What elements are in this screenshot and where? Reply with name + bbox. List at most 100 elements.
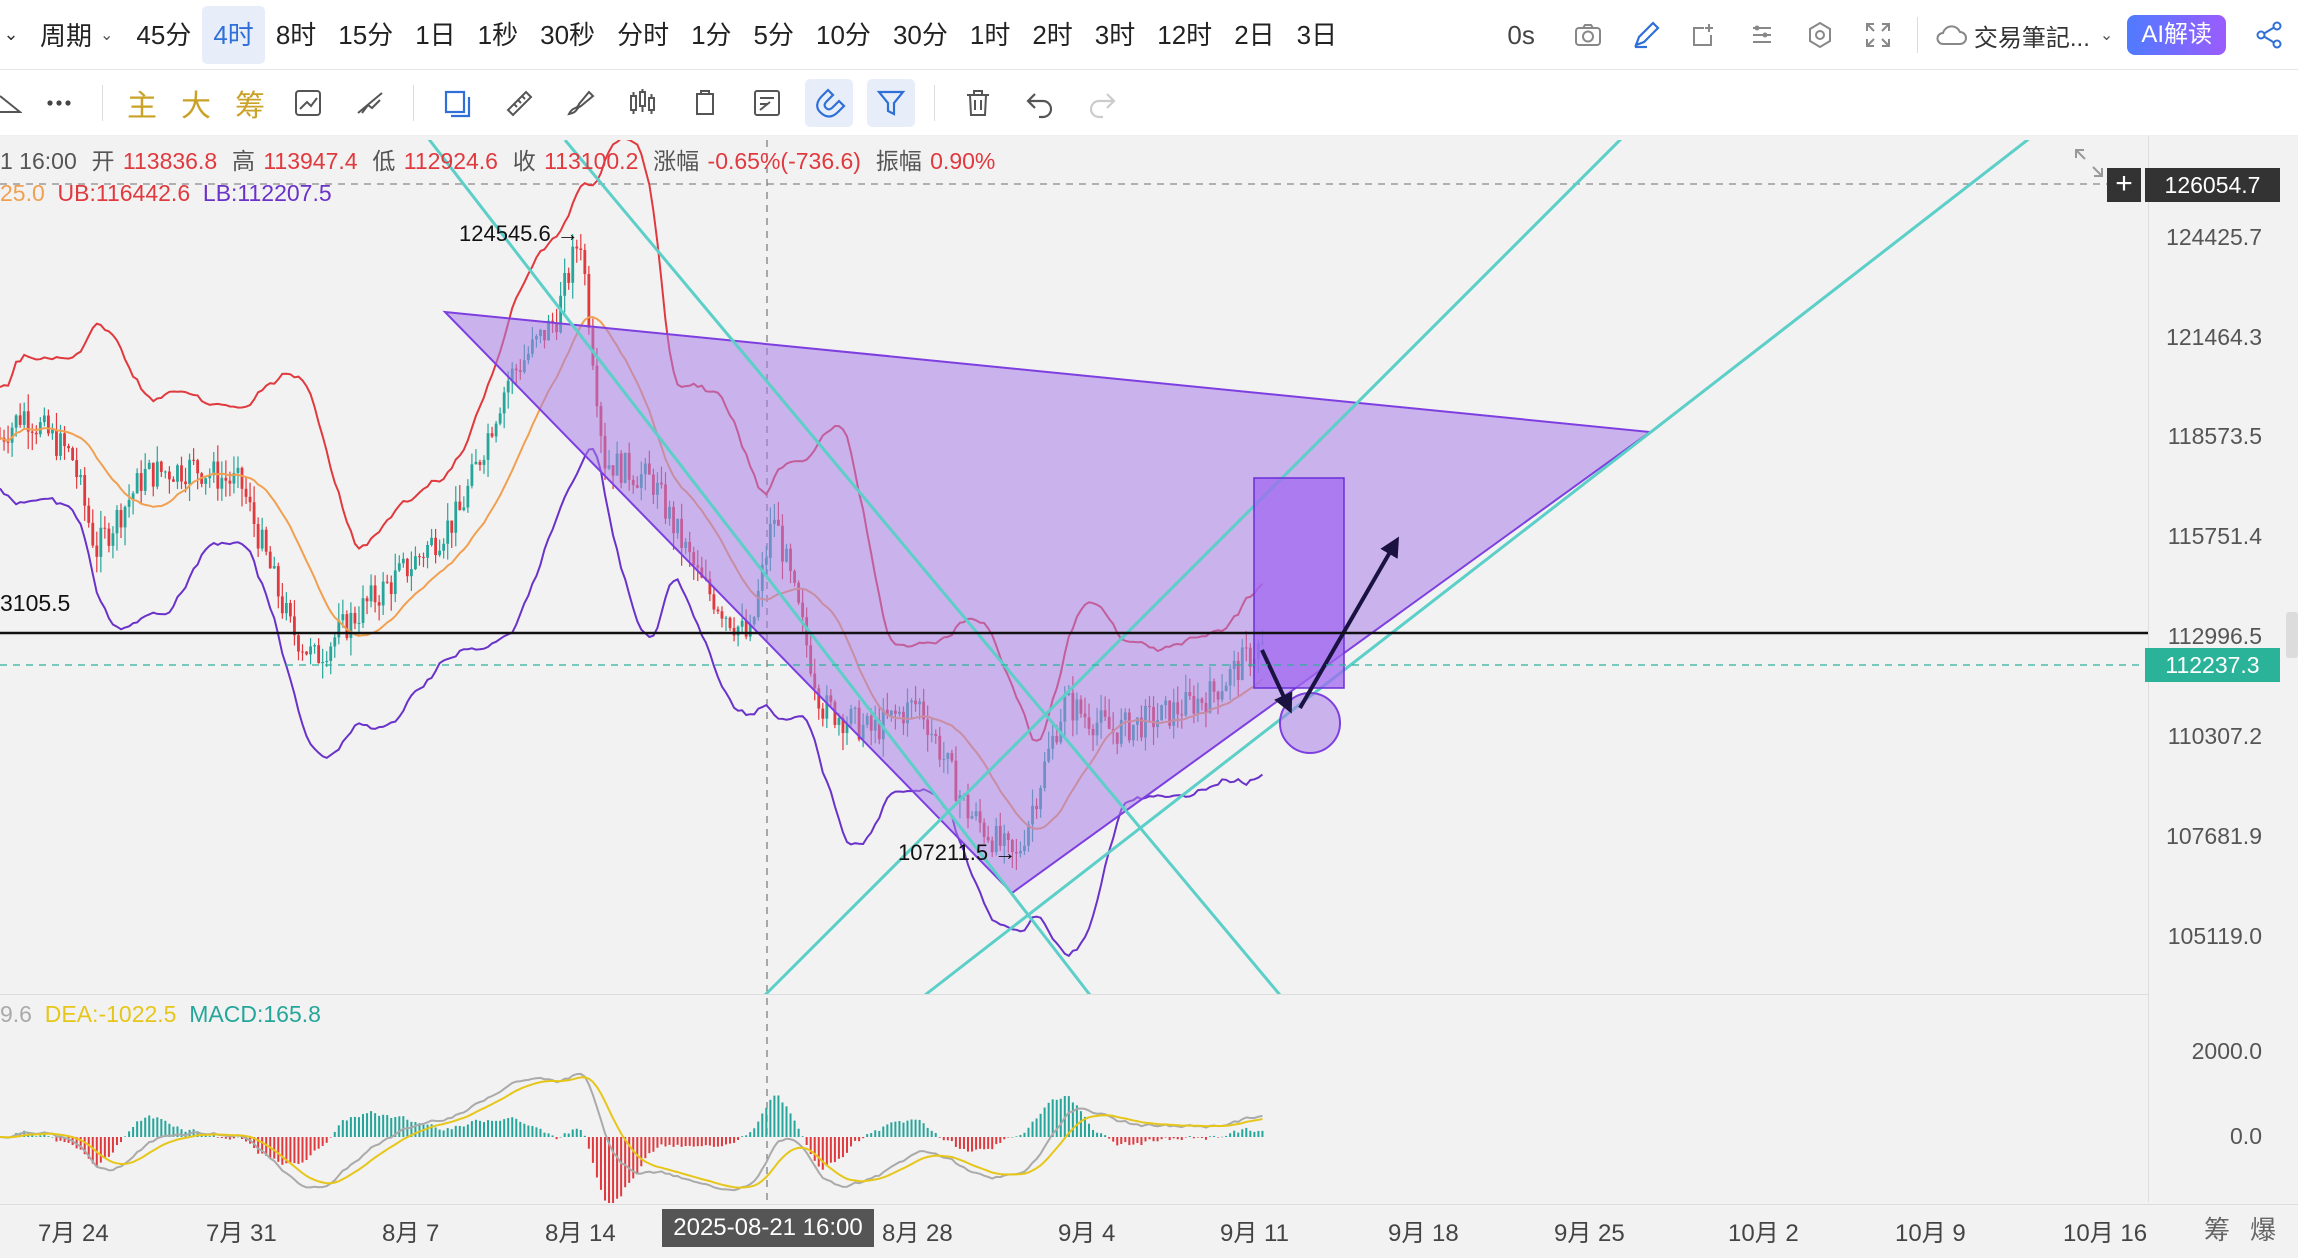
macd-histogram-bar xyxy=(660,1137,663,1145)
candle-body xyxy=(135,473,139,494)
period-tab-0[interactable]: 45分 xyxy=(136,19,192,50)
channel-line-up-2[interactable] xyxy=(924,138,2030,995)
period-tab-11[interactable]: 30分 xyxy=(892,19,948,50)
macd-histogram-bar xyxy=(1200,1137,1203,1138)
channel-line-down-2[interactable] xyxy=(563,140,1282,995)
period-tab-16[interactable]: 2日 xyxy=(1234,19,1275,50)
candle-body xyxy=(176,465,179,482)
period-tab-10[interactable]: 10分 xyxy=(816,19,871,50)
main-indicator-button[interactable]: 主 xyxy=(127,89,157,123)
chip-button[interactable]: 筹 xyxy=(235,89,265,123)
add-window-icon[interactable] xyxy=(1687,18,1721,52)
macd-histogram-bar xyxy=(769,1099,772,1137)
period-tab-7[interactable]: 分时 xyxy=(617,19,670,50)
macd-histogram-bar xyxy=(394,1117,397,1137)
down-arrow-drawing[interactable] xyxy=(1260,649,1293,714)
share-icon[interactable] xyxy=(2252,18,2286,52)
up-arrow-drawing[interactable] xyxy=(1298,536,1400,710)
macd-histogram-bar xyxy=(345,1120,348,1137)
auto-trend-icon[interactable] xyxy=(284,79,332,127)
period-menu-button[interactable]: 周期 ⌄ xyxy=(22,0,125,70)
period-tab-5[interactable]: 1秒 xyxy=(477,19,519,50)
copy-layer-icon[interactable] xyxy=(433,79,481,127)
date-tick-label: 9月 4 xyxy=(1058,1220,1116,1247)
period-tab-9[interactable]: 5分 xyxy=(753,19,795,50)
period-tab-15[interactable]: 12时 xyxy=(1157,19,1213,50)
undo-icon[interactable] xyxy=(1016,79,1064,127)
macd-histogram-bar xyxy=(1253,1131,1256,1137)
trade-notes-button[interactable]: 交易筆記... ⌄ xyxy=(1934,18,2113,53)
macd-histogram-bar xyxy=(1059,1098,1062,1137)
macd-histogram-bar xyxy=(640,1137,643,1167)
candle-body xyxy=(579,248,583,251)
camera-icon[interactable] xyxy=(1571,18,1605,52)
period-tab-13[interactable]: 2时 xyxy=(1032,19,1073,50)
candle-style-icon[interactable] xyxy=(619,79,667,127)
candle-body xyxy=(252,502,256,524)
candle-body xyxy=(147,462,151,469)
panel-resize-handle[interactable] xyxy=(2286,612,2298,658)
ruler-icon[interactable] xyxy=(495,79,543,127)
fullscreen-icon[interactable] xyxy=(1861,18,1895,52)
macd-histogram-bar xyxy=(991,1137,994,1150)
candle-body xyxy=(377,602,381,606)
candle-body xyxy=(559,295,563,333)
macd-histogram-bar xyxy=(462,1126,465,1137)
candle-body xyxy=(103,527,107,529)
target-circle-drawing[interactable] xyxy=(1279,692,1341,754)
macd-histogram-bar xyxy=(1249,1130,1252,1137)
burst-corner-label[interactable]: 爆 xyxy=(2250,1215,2277,1245)
macd-info: 9.6 DEA:-1022.5 MACD:165.8 xyxy=(0,1001,321,1031)
macd-histogram-bar xyxy=(946,1137,949,1141)
macd-histogram-bar xyxy=(821,1137,824,1170)
redo-icon[interactable] xyxy=(1078,79,1126,127)
period-tab-8[interactable]: 1分 xyxy=(691,19,732,50)
triangle-drawing[interactable] xyxy=(442,310,1653,895)
chip-corner-label[interactable]: 筹 xyxy=(2204,1215,2231,1245)
pen-icon[interactable] xyxy=(1629,18,1663,52)
crosshair-date-label: 2025-08-21 16:00 xyxy=(662,1209,874,1247)
price-tick-label: 124425.7 xyxy=(2166,224,2262,250)
list-settings-icon[interactable] xyxy=(1745,18,1779,52)
period-tab-1[interactable]: 4时 xyxy=(202,5,265,64)
brush-icon[interactable] xyxy=(557,79,605,127)
macd-histogram-bar xyxy=(926,1127,929,1137)
channel-line-up-1[interactable] xyxy=(763,138,1623,995)
period-tab-6[interactable]: 30秒 xyxy=(540,19,596,50)
ai-interpret-button[interactable]: AI解读 xyxy=(2127,15,2226,55)
more-icon[interactable] xyxy=(35,79,83,127)
trash-icon[interactable] xyxy=(954,79,1002,127)
period-tab-2[interactable]: 8时 xyxy=(275,19,317,50)
macd-histogram-bar xyxy=(591,1137,594,1163)
filter-icon[interactable] xyxy=(867,78,915,127)
chevron-down-icon[interactable]: ⌄ xyxy=(3,24,19,44)
expand-icon[interactable] xyxy=(2072,146,2106,180)
target-box-drawing[interactable] xyxy=(1253,477,1345,689)
gear-icon[interactable] xyxy=(1803,18,1837,52)
macd-histogram-bar xyxy=(902,1122,905,1137)
magnet-icon[interactable] xyxy=(805,78,853,127)
period-tab-14[interactable]: 3时 xyxy=(1094,19,1136,50)
pattern-icon[interactable] xyxy=(346,79,394,127)
clipboard-icon[interactable] xyxy=(681,79,729,127)
macd-histogram-bar xyxy=(813,1137,816,1161)
period-tab-3[interactable]: 15分 xyxy=(338,19,394,50)
macd-histogram-bar xyxy=(1100,1133,1103,1137)
add-alert-button[interactable]: + xyxy=(2107,168,2141,202)
macd-histogram-bar xyxy=(140,1120,143,1137)
macd-histogram-bar xyxy=(837,1137,840,1159)
line-tool-icon[interactable] xyxy=(0,79,22,127)
macd-histogram-bar xyxy=(910,1119,913,1137)
macd-histogram-bar xyxy=(454,1125,457,1137)
macd-histogram-bar xyxy=(1261,1130,1264,1137)
channel-line-down-1[interactable] xyxy=(360,50,1092,995)
big-order-button[interactable]: 大 xyxy=(181,89,211,123)
macd-histogram-bar xyxy=(1160,1137,1163,1140)
period-tab-4[interactable]: 1日 xyxy=(415,19,456,50)
candle-body xyxy=(482,459,486,465)
period-tab-12[interactable]: 1时 xyxy=(969,19,1011,50)
period-tab-17[interactable]: 3日 xyxy=(1296,19,1338,50)
edit-note-icon[interactable] xyxy=(743,79,791,127)
candle-body xyxy=(47,415,50,434)
